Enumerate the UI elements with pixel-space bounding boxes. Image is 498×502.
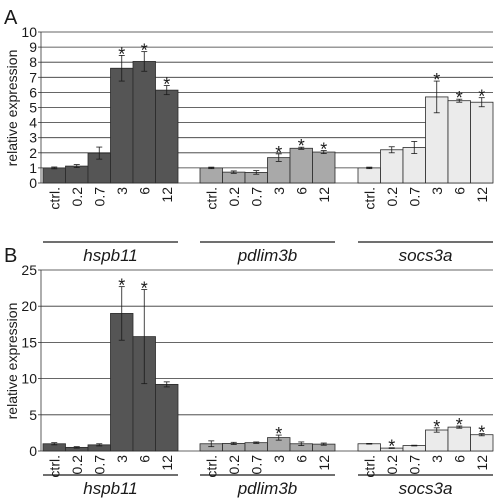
x-tick-label: 0.7 [248,455,264,475]
y-tick-label: 5 [29,407,37,423]
x-tick-label: 6 [136,187,152,195]
x-tick-label: 3 [114,455,130,463]
bar [65,165,89,184]
x-tick-label: 3 [114,187,130,195]
bar [402,445,426,452]
x-tick-label: 3 [429,187,445,195]
significance-star: * [456,88,463,108]
y-tick-label: 10 [21,371,37,387]
bar [357,443,381,452]
x-tick-label: 0.7 [406,187,422,207]
y-tick-label: 0 [29,443,37,459]
significance-star: * [320,140,327,160]
x-tick-label: 6 [451,455,467,463]
group-label: pdlim3b [237,246,298,265]
y-tick-label: 0 [29,175,37,191]
x-tick-label: 6 [293,187,309,195]
significance-star: * [163,75,170,95]
significance-star: * [298,136,305,156]
bar [42,167,66,184]
x-tick-label: ctrl. [361,455,377,478]
y-tick-label: 4 [29,115,37,131]
bar [155,89,179,184]
panel-label: B [4,245,17,267]
x-tick-label: 12 [316,187,332,203]
group-label: pdlim3b [237,479,298,498]
x-tick-label: 0.7 [91,187,107,207]
y-tick-label: 15 [21,334,37,350]
x-tick-label: 0.7 [91,455,107,475]
y-tick-label: 1 [29,160,37,176]
x-tick-label: ctrl. [203,187,219,210]
x-tick-label: 3 [271,455,287,463]
x-tick-label: ctrl. [203,455,219,478]
significance-star: * [433,417,440,437]
y-tick-label: 10 [21,24,37,40]
y-tick-label: 3 [29,130,37,146]
bar [132,61,156,184]
x-tick-label: 6 [293,455,309,463]
x-tick-label: 0.2 [226,455,242,475]
group-label: hspb11 [83,246,138,265]
bar [199,167,223,184]
x-tick-label: ctrl. [46,455,62,478]
significance-star: * [118,276,125,296]
x-tick-label: 12 [159,455,175,471]
bar [380,149,404,184]
bar [470,101,494,184]
y-axis-label: relative expression [4,303,20,420]
group-label: socs3a [399,479,453,498]
bar [447,100,471,184]
x-tick-label: 0.7 [248,187,264,207]
bar [155,383,179,452]
x-tick-label: 12 [316,455,332,471]
x-tick-label: 6 [451,187,467,195]
bar [110,67,134,184]
y-tick-label: 7 [29,69,37,85]
significance-star: * [275,424,282,444]
y-axis-label: relative expression [4,50,20,167]
bar [222,171,246,184]
significance-star: * [478,423,485,443]
group-label: socs3a [399,246,453,265]
panel-label: A [4,7,18,29]
significance-star: * [478,87,485,107]
x-tick-label: 0.2 [69,187,85,207]
bar [244,442,268,452]
x-tick-label: 12 [159,187,175,203]
significance-star: * [456,415,463,435]
y-tick-label: 2 [29,145,37,161]
y-tick-label: 8 [29,54,37,70]
y-tick-label: 25 [21,262,37,278]
x-tick-label: 0.2 [384,455,400,475]
significance-star: * [141,41,148,61]
significance-star: * [433,70,440,90]
y-tick-label: 6 [29,84,37,100]
significance-star: * [275,143,282,163]
x-tick-label: 12 [474,187,490,203]
group-label: hspb11 [83,479,138,498]
x-tick-label: 6 [136,455,152,463]
significance-star: * [118,44,125,64]
x-tick-label: 12 [474,455,490,471]
x-tick-label: ctrl. [361,187,377,210]
x-tick-label: 0.2 [384,187,400,207]
significance-star: * [388,437,395,457]
significance-star: * [141,279,148,299]
x-tick-label: ctrl. [46,187,62,210]
x-tick-label: 0.7 [406,455,422,475]
y-tick-label: 20 [21,298,37,314]
x-tick-label: 0.2 [69,455,85,475]
x-tick-label: 0.2 [226,187,242,207]
y-tick-label: 5 [29,100,37,116]
x-tick-label: 3 [429,455,445,463]
bar [357,167,381,184]
x-tick-label: 3 [271,187,287,195]
y-tick-label: 9 [29,39,37,55]
